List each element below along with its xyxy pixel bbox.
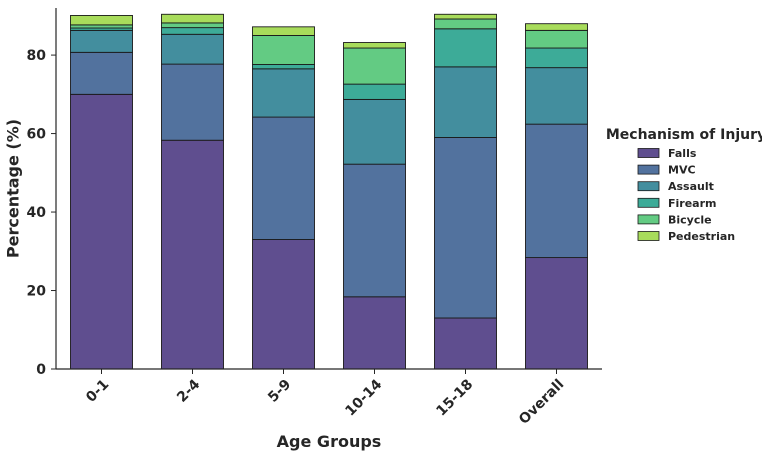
bar-firearm-10-14 xyxy=(343,83,406,100)
bar-mvc-2-4 xyxy=(161,63,224,141)
bar-firearm-15-18 xyxy=(434,28,497,68)
bar-falls-2-4 xyxy=(161,139,224,370)
bar-bicycle-10-14 xyxy=(343,47,406,85)
y-tick-label: 60 xyxy=(27,127,47,143)
bar-falls-5-9 xyxy=(252,239,315,370)
bar-assault-10-14 xyxy=(343,98,406,165)
y-axis-title: Percentage (%) xyxy=(4,119,23,258)
legend-label-firearm: Firearm xyxy=(668,197,716,210)
bar-falls-10-14 xyxy=(343,296,406,370)
legend-label-bicycle: Bicycle xyxy=(668,213,712,226)
bar-bicycle-15-18 xyxy=(434,18,497,30)
x-axis-ticks: 0-1 2-4 5-9 10-14 15-18 Overall xyxy=(83,369,567,428)
bar-mvc-0-1 xyxy=(70,51,133,95)
legend: Mechanism of Injury Falls MVC Assault Firea… xyxy=(606,127,762,243)
bar-assault-2-4 xyxy=(161,33,224,65)
bar-pedestrian-5-9 xyxy=(252,26,315,36)
bar-assault-0-1 xyxy=(70,29,133,53)
x-tick-label: 0-1 xyxy=(83,377,112,406)
bar-bicycle-Overall xyxy=(525,29,588,49)
legend-label-pedestrian: Pedestrian xyxy=(668,230,735,243)
legend-label-mvc: MVC xyxy=(668,164,696,177)
y-tick-label: 80 xyxy=(27,48,47,64)
x-tick-label: Overall xyxy=(516,377,567,428)
bar-mvc-Overall xyxy=(525,123,588,259)
bar-assault-15-18 xyxy=(434,66,497,138)
bar-firearm-Overall xyxy=(525,47,588,69)
legend-swatch-mvc xyxy=(637,164,660,175)
y-tick-label: 20 xyxy=(27,284,47,300)
legend-swatch-falls xyxy=(637,148,660,158)
bar-pedestrian-0-1 xyxy=(70,15,133,26)
x-axis-title: Age Groups xyxy=(277,432,382,451)
legend-items: Falls MVC Assault Firearm Bicycle Pedestrian xyxy=(637,147,735,243)
legend-swatch-pedestrian xyxy=(637,231,660,241)
bar-assault-5-9 xyxy=(252,68,315,118)
bar-mvc-10-14 xyxy=(343,163,406,298)
y-tick-label: 40 xyxy=(27,205,47,221)
x-tick-label: 10-14 xyxy=(342,376,385,419)
bar-firearm-2-4 xyxy=(161,27,224,35)
bar-pedestrian-15-18 xyxy=(434,13,497,20)
bar-falls-15-18 xyxy=(434,317,497,370)
y-axis-ticks: 0 20 40 60 80 xyxy=(27,48,56,378)
bar-bicycle-0-1 xyxy=(70,24,133,29)
x-tick-label: 2-4 xyxy=(174,376,203,405)
bar-bicycle-2-4 xyxy=(161,22,224,29)
x-tick-label: 15-18 xyxy=(433,377,476,420)
bar-falls-0-1 xyxy=(70,93,133,370)
y-tick-label: 0 xyxy=(36,362,46,378)
legend-label-falls: Falls xyxy=(668,147,697,160)
legend-swatch-assault xyxy=(637,181,660,192)
bar-mvc-5-9 xyxy=(252,116,315,240)
bar-assault-Overall xyxy=(525,67,588,125)
legend-swatch-bicycle xyxy=(637,214,660,225)
legend-label-assault: Assault xyxy=(668,180,714,193)
legend-title: Mechanism of Injury xyxy=(606,127,762,143)
bars-group xyxy=(70,13,588,370)
bar-firearm-5-9 xyxy=(252,64,315,70)
legend-swatch-firearm xyxy=(637,197,660,208)
bar-pedestrian-2-4 xyxy=(161,13,224,24)
bar-pedestrian-10-14 xyxy=(343,42,406,49)
bar-bicycle-5-9 xyxy=(252,35,315,65)
bar-falls-Overall xyxy=(525,257,588,370)
x-tick-label: 5-9 xyxy=(265,377,294,406)
bar-mvc-15-18 xyxy=(434,137,497,319)
bar-pedestrian-Overall xyxy=(525,23,588,31)
